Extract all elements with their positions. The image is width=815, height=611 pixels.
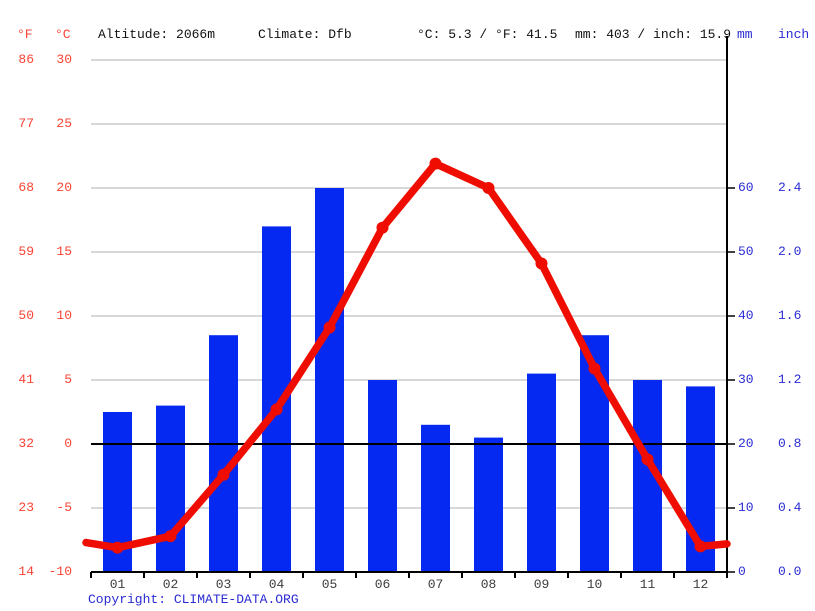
- axis-label-fahrenheit: 59: [18, 244, 34, 259]
- axis-label-celsius: 5: [64, 372, 72, 387]
- temperature-point: [641, 453, 654, 466]
- axis-label-celsius: 10: [56, 308, 72, 323]
- axis-label-inch: 0.0: [778, 564, 802, 579]
- temperature-point: [535, 257, 548, 270]
- header-precip-summary: mm: 403 / inch: 15.9: [575, 27, 732, 42]
- axis-label-celsius: -5: [56, 500, 72, 515]
- axis-label-celsius: 20: [56, 180, 72, 195]
- temperature-point: [588, 362, 601, 375]
- axis-label-mm: 30: [738, 372, 754, 387]
- axis-label-inch: 0.4: [778, 500, 802, 515]
- header-altitude: Altitude: 2066m: [98, 27, 216, 42]
- axis-label-inch: 2.0: [778, 244, 802, 259]
- axis-label-fahrenheit: 14: [18, 564, 34, 579]
- header-c-unit: °C: [55, 27, 71, 42]
- axis-label-inch: 0.8: [778, 436, 802, 451]
- header-mm-unit: mm: [737, 27, 753, 42]
- axis-label-month: 11: [639, 577, 656, 592]
- precipitation-bar: [209, 335, 238, 572]
- temperature-point: [270, 403, 283, 416]
- header-temp-summary: °C: 5.3 / °F: 41.5: [417, 27, 558, 42]
- header-f-unit: °F: [17, 27, 33, 42]
- axis-label-fahrenheit: 77: [18, 116, 34, 131]
- axis-label-mm: 60: [738, 180, 754, 195]
- header-inch-unit: inch: [778, 27, 810, 42]
- precipitation-bar: [156, 405, 185, 572]
- axis-label-month: 09: [533, 577, 550, 592]
- axis-label-celsius: -10: [48, 564, 72, 579]
- axis-label-celsius: 30: [56, 52, 72, 67]
- axis-label-mm: 50: [738, 244, 754, 259]
- axis-label-fahrenheit: 23: [18, 500, 34, 515]
- axis-label-month: 03: [215, 577, 232, 592]
- axis-label-celsius: 15: [56, 244, 72, 259]
- precipitation-bar: [421, 424, 450, 572]
- axis-label-mm: 20: [738, 436, 754, 451]
- header-climate-class: Climate: Dfb: [258, 27, 352, 42]
- temperature-line: [82, 159, 731, 552]
- axis-label-fahrenheit: 68: [18, 180, 34, 195]
- axis-label-inch: 1.6: [778, 308, 802, 323]
- precipitation-bar: [368, 380, 397, 572]
- temperature-point: [217, 468, 230, 481]
- axis-label-mm: 40: [738, 308, 754, 323]
- axis-label-celsius: 0: [64, 436, 72, 451]
- temperature-point: [164, 530, 177, 543]
- copyright-line: Copyright: CLIMATE-DATA.ORG: [88, 592, 299, 608]
- axis-label-month: 01: [109, 577, 126, 592]
- axis-label-fahrenheit: 41: [18, 372, 34, 387]
- copyright-prefix: Copyright:: [88, 592, 174, 607]
- axis-label-month: 07: [427, 577, 444, 592]
- temperature-point: [111, 541, 124, 554]
- axis-label-inch: 2.4: [778, 180, 802, 195]
- axis-label-fahrenheit: 50: [18, 308, 34, 323]
- axis-label-inch: 1.2: [778, 372, 802, 387]
- climate-data-org-link[interactable]: CLIMATE-DATA.ORG: [173, 592, 299, 607]
- precipitation-bar: [474, 437, 503, 572]
- axis-label-month: 04: [268, 577, 285, 592]
- precipitation-bar: [315, 188, 344, 572]
- temperature-point: [482, 182, 495, 194]
- axis-label-month: 06: [374, 577, 391, 592]
- axis-label-month: 05: [321, 577, 338, 592]
- axis-label-month: 08: [480, 577, 497, 592]
- axis-label-fahrenheit: 86: [18, 52, 34, 67]
- axis-label-month: 02: [162, 577, 179, 592]
- temperature-point: [376, 221, 389, 234]
- axis-label-mm: 0: [738, 564, 746, 579]
- axis-label-month: 12: [692, 577, 709, 592]
- axis-label-fahrenheit: 32: [18, 436, 34, 451]
- temperature-point: [429, 157, 442, 170]
- precipitation-bar: [527, 373, 556, 572]
- axis-label-mm: 10: [738, 500, 754, 515]
- axis-label-celsius: 25: [56, 116, 72, 131]
- temperature-point: [694, 540, 707, 553]
- axis-label-month: 10: [586, 577, 603, 592]
- temperature-point: [323, 321, 336, 334]
